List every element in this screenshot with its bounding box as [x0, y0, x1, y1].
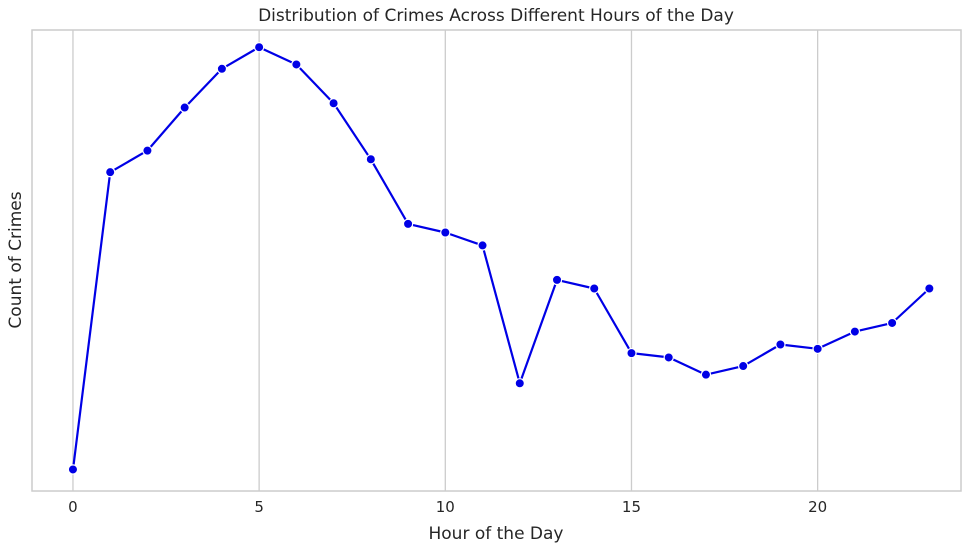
data-point — [737, 360, 749, 372]
data-points — [67, 42, 935, 475]
x-tick-labels: 0 5 10 15 20 — [68, 498, 827, 516]
x-tick-label: 15 — [622, 498, 641, 516]
data-point — [402, 218, 414, 230]
x-tick-label: 5 — [254, 498, 264, 516]
data-point — [67, 464, 79, 475]
x-tick-label: 20 — [808, 498, 827, 516]
data-point — [365, 154, 377, 165]
data-point — [216, 63, 228, 74]
data-point — [142, 145, 153, 156]
data-point — [514, 378, 525, 389]
data-point — [886, 317, 898, 329]
data-point — [179, 102, 190, 113]
grid-lines — [72, 30, 819, 491]
chart-title: Distribution of Crimes Across Different … — [258, 6, 734, 26]
data-point — [477, 240, 488, 251]
data-point — [924, 283, 935, 294]
data-point — [328, 98, 339, 109]
x-tick-label: 0 — [68, 498, 78, 516]
data-point — [253, 42, 265, 53]
data-point — [812, 343, 823, 355]
data-point — [551, 274, 563, 286]
data-point — [663, 352, 674, 363]
x-tick-label: 10 — [436, 498, 455, 516]
series-line — [71, 46, 931, 470]
data-point — [291, 59, 302, 70]
data-point — [104, 166, 116, 178]
data-point — [626, 347, 637, 359]
data-point — [849, 326, 861, 337]
y-axis-label: Count of Crimes — [6, 191, 26, 328]
x-axis-label: Hour of the Day — [428, 524, 563, 544]
data-point — [440, 227, 451, 238]
data-point — [700, 369, 712, 380]
data-point — [589, 283, 600, 294]
data-point — [775, 339, 786, 350]
plot-frame — [31, 29, 962, 492]
